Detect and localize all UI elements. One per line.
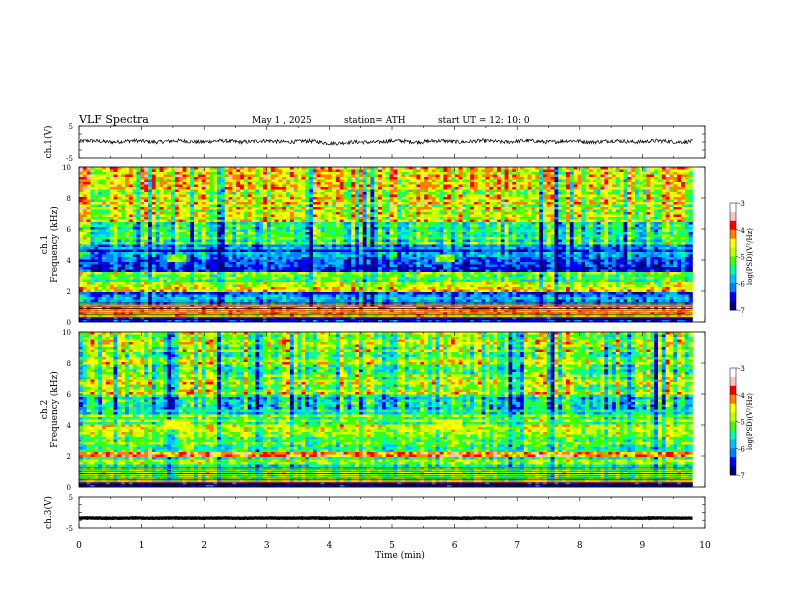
station-label: station= ATH bbox=[344, 116, 406, 126]
ch1-waveform-panel: 5 -5 ch.1(V) bbox=[43, 123, 706, 163]
ch1-spectrogram-ylabel2: Frequency (kHz) bbox=[49, 206, 60, 283]
ch1-spectrogram-narrowband-lines bbox=[79, 302, 693, 321]
ch1-spectrogram-colorbar: -3 -4 -5 -6 -7 log(PSD)(V²/Hz) bbox=[729, 200, 754, 315]
ch1-spectrogram-ylabel: ch.1 bbox=[40, 235, 50, 254]
time-axis-tick-label: 10 bbox=[699, 541, 711, 551]
time-axis-tick-label: 9 bbox=[640, 541, 646, 551]
ch1-spectrogram-ytick-label: 8 bbox=[67, 195, 71, 203]
ch3-waveform-ytick-label: -5 bbox=[66, 525, 73, 533]
time-axis-tick-label: 3 bbox=[264, 541, 270, 551]
ch3-waveform-ylabel: ch.3(V) bbox=[43, 496, 54, 529]
time-axis-tick-label: 1 bbox=[139, 541, 145, 551]
time-axis-tick-label: 7 bbox=[514, 541, 520, 551]
ch2-spectrogram-ytick-label: 8 bbox=[67, 360, 71, 368]
ch2-spectrogram-narrowband-lines bbox=[79, 467, 693, 486]
ch1-waveform-ylabel: ch.1(V) bbox=[43, 126, 54, 159]
time-axis-tick-label: 6 bbox=[452, 541, 458, 551]
ch2-spectrogram-colorbar-tick-label: -7 bbox=[738, 472, 745, 480]
ch3-waveform-frame bbox=[78, 496, 706, 529]
ch1-waveform-ytick-label: 5 bbox=[69, 123, 73, 131]
figure-title: VLF Spectra bbox=[78, 113, 149, 126]
ch2-spectrogram-ytick-label: 2 bbox=[67, 453, 71, 461]
ch1-spectrogram-ytick-label: 2 bbox=[67, 288, 71, 296]
time-axis-tick-label: 0 bbox=[76, 541, 82, 551]
ch2-spectrogram-cells bbox=[79, 332, 693, 488]
ch2-spectrogram-ylabel2: Frequency (kHz) bbox=[49, 371, 60, 448]
ch1-spectrogram-ytick-label: 0 bbox=[67, 319, 71, 327]
ch1-waveform-trace bbox=[78, 137, 693, 146]
ch1-spectrogram-ytick-label: 4 bbox=[67, 257, 72, 265]
ch2-spectrogram-colorbar-label: log(PSD)(V²/Hz) bbox=[746, 393, 754, 450]
ch1-spectrogram-colorbar-tick-label: -4 bbox=[738, 227, 745, 235]
time-axis-tick-label: 2 bbox=[201, 541, 207, 551]
ch2-spectrogram-ytick-label: 4 bbox=[67, 422, 72, 430]
ch2-spectrogram-colorbar-tick-label: -3 bbox=[738, 365, 745, 373]
ch1-spectrogram-cells bbox=[79, 167, 693, 323]
ch2-spectrogram-colorbar: -3 -4 -5 -6 -7 log(PSD)(V²/Hz) bbox=[729, 365, 754, 480]
ch3-waveform-trace bbox=[78, 515, 693, 521]
time-axis-tick-label: 8 bbox=[577, 541, 583, 551]
ch2-spectrogram-ytick-label: 6 bbox=[67, 391, 72, 399]
ch1-waveform-ytick-label: -5 bbox=[66, 155, 73, 163]
time-axis-label: Time (min) bbox=[375, 550, 425, 561]
time-axis-tick-label: 5 bbox=[389, 541, 395, 551]
ch2-spectrogram-ylabel: ch.2 bbox=[40, 400, 50, 419]
ch1-spectrogram-ytick-label: 10 bbox=[62, 164, 71, 172]
ch2-spectrogram-ytick-label: 10 bbox=[62, 329, 71, 337]
ch2-spectrogram-colorbar-tick-label: -5 bbox=[738, 419, 745, 427]
ch1-spectrogram-colorbar-tick-label: -5 bbox=[738, 254, 745, 262]
date-label: May 1 , 2025 bbox=[252, 116, 312, 126]
ch1-spectrogram-ytick-label: 6 bbox=[67, 226, 72, 234]
ch1-spectrogram-panel: 0 2 4 6 8 10 ch.1 Frequency (kHz) -3 -4 -5 -6 -7 log(… bbox=[40, 164, 754, 327]
ch1-spectrogram-colorbar-tick-label: -6 bbox=[738, 280, 745, 288]
time-axis-tick-label: 4 bbox=[327, 541, 333, 551]
ch2-spectrogram-colorbar-tick-label: -6 bbox=[738, 445, 745, 453]
ch2-spectrogram-ytick-label: 0 bbox=[67, 484, 71, 492]
ch3-waveform-panel: 5 -5 ch.3(V) bbox=[43, 494, 706, 533]
ch1-spectrogram-colorbar-tick-label: -3 bbox=[738, 200, 745, 208]
ch1-spectrogram-colorbar-tick-label: -7 bbox=[738, 307, 745, 315]
start-time-label: start UT = 12: 10: 0 bbox=[438, 116, 530, 126]
ch1-spectrogram-colorbar-label: log(PSD)(V²/Hz) bbox=[746, 228, 754, 285]
ch3-waveform-ytick-label: 5 bbox=[69, 494, 73, 502]
time-axis: Time (min) 0 1 2 3 4 5 6 7 8 9 10 bbox=[76, 541, 711, 561]
ch2-spectrogram-panel: 0 2 4 6 8 10 ch.2 Frequency (kHz) -3 -4 -5 -6 -7 log(… bbox=[40, 329, 754, 492]
ch2-spectrogram-colorbar-tick-label: -4 bbox=[738, 392, 745, 400]
figure-header: VLF Spectra May 1 , 2025 station= ATH st… bbox=[78, 113, 530, 126]
